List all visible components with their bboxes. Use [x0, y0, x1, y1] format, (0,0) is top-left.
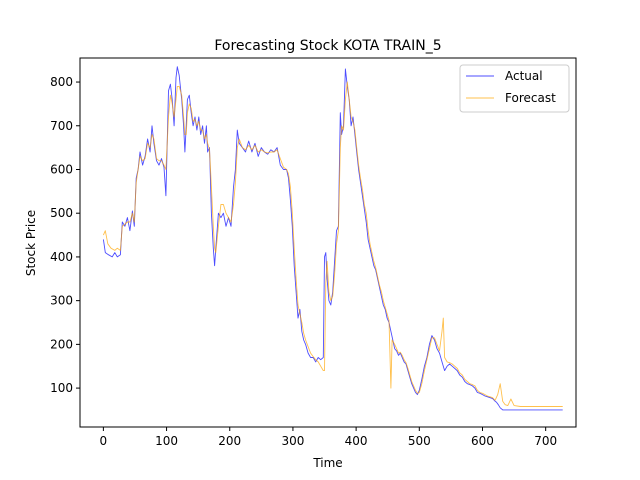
- y-tick-label: 300: [50, 294, 73, 308]
- series-line-actual: [102, 66, 563, 411]
- plot-area-frame: [79, 57, 577, 428]
- y-tick-label: 700: [50, 119, 73, 133]
- legend-label-forecast: Forecast: [505, 91, 556, 105]
- x-axis-label: Time: [312, 456, 342, 470]
- series-layer: [102, 66, 563, 411]
- x-tick-label: 0: [100, 434, 108, 448]
- x-axis-ticks: 0 100 200 300 400 500 600 700: [100, 427, 557, 448]
- x-tick-label: 500: [408, 434, 431, 448]
- x-tick-label: 100: [155, 434, 178, 448]
- y-axis-ticks: 100 200 300 400 500 600 700 800: [50, 75, 80, 395]
- x-tick-label: 300: [281, 434, 304, 448]
- x-tick-label: 600: [471, 434, 494, 448]
- y-tick-label: 200: [50, 337, 73, 351]
- series-line-forecast: [102, 81, 563, 407]
- y-tick-label: 800: [50, 75, 73, 89]
- legend: Actual Forecast: [459, 64, 570, 113]
- y-tick-label: 400: [50, 250, 73, 264]
- x-tick-label: 400: [345, 434, 368, 448]
- y-tick-label: 500: [50, 206, 73, 220]
- y-axis-label: Stock Price: [24, 210, 38, 276]
- legend-box: [459, 64, 570, 113]
- chart-title: Forecasting Stock KOTA TRAIN_5: [214, 38, 441, 54]
- x-tick-label: 700: [534, 434, 557, 448]
- y-tick-label: 600: [50, 162, 73, 176]
- legend-label-actual: Actual: [505, 69, 543, 83]
- y-tick-label: 100: [50, 381, 73, 395]
- x-tick-label: 200: [218, 434, 241, 448]
